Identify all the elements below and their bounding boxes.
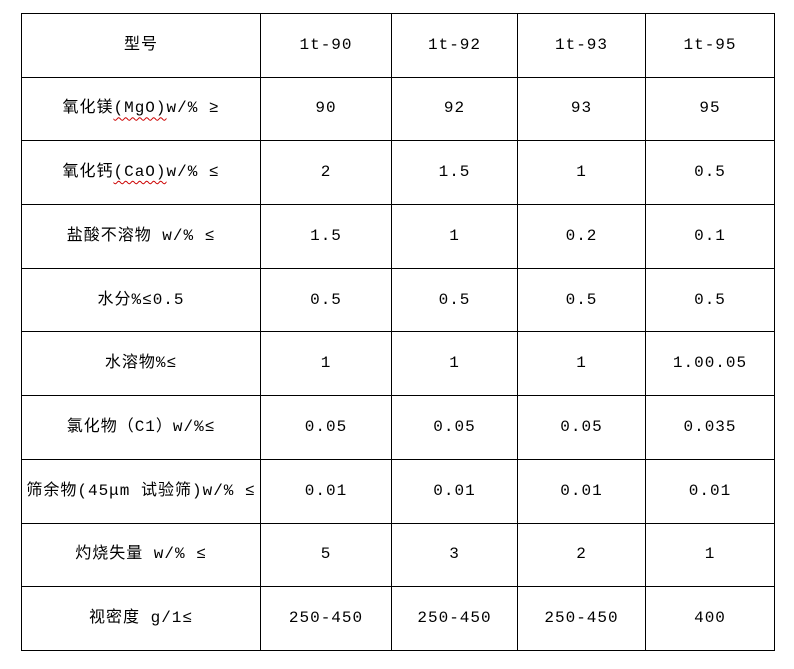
spellcheck-underline: (CaO) bbox=[113, 163, 167, 182]
value-cell: 1 bbox=[517, 331, 646, 397]
value-cell: 1 bbox=[517, 140, 646, 206]
row-label-cell: 视密度 g/1≤ bbox=[21, 586, 261, 651]
table-row-chloride: 氯化物（C1）w/%≤ 0.05 0.05 0.05 0.035 bbox=[21, 395, 775, 460]
value-cell: 0.01 bbox=[260, 458, 392, 524]
value-cell: 0.035 bbox=[645, 395, 775, 460]
value-cell: 0.5 bbox=[260, 267, 392, 333]
value-cell: 0.5 bbox=[391, 267, 518, 333]
value-cell: 1 bbox=[260, 331, 392, 397]
value-cell: 0.01 bbox=[645, 458, 775, 524]
value-cell: 0.2 bbox=[517, 204, 646, 269]
row-label-pre: 水分%≤0.5 bbox=[97, 290, 185, 309]
header-cell-1t90: 1t-90 bbox=[260, 13, 392, 78]
value-cell: 0.5 bbox=[645, 140, 775, 206]
table-row-ignition-loss: 灼烧失量 w/% ≤ 5 3 2 1 bbox=[21, 522, 775, 588]
table-row-hcl-insoluble: 盐酸不溶物 w/% ≤ 1.5 1 0.2 0.1 bbox=[21, 204, 775, 269]
row-label-cell: 氧化钙(CaO)w/% ≤ bbox=[21, 140, 261, 206]
row-label-cell: 盐酸不溶物 w/% ≤ bbox=[21, 204, 261, 269]
table-row-water-soluble: 水溶物%≤ 1 1 1 1.00.05 bbox=[21, 331, 775, 397]
value-cell: 1 bbox=[391, 204, 518, 269]
row-label-cell: 水溶物%≤ bbox=[21, 331, 261, 397]
value-cell: 90 bbox=[260, 76, 392, 142]
value-cell: 0.1 bbox=[645, 204, 775, 269]
row-label-post: w/% ≥ bbox=[166, 99, 220, 118]
spellcheck-underline: (MgO) bbox=[113, 99, 167, 118]
value-cell: 250-450 bbox=[260, 586, 392, 651]
row-label-pre: 灼烧失量 w/% ≤ bbox=[75, 545, 207, 564]
row-label-cell: 水分%≤0.5 bbox=[21, 267, 261, 333]
header-cell-1t95: 1t-95 bbox=[645, 13, 775, 78]
value-cell: 0.05 bbox=[391, 395, 518, 460]
value-cell: 1.5 bbox=[391, 140, 518, 206]
value-cell: 0.01 bbox=[391, 458, 518, 524]
value-cell: 1.00.05 bbox=[645, 331, 775, 397]
value-cell: 0.05 bbox=[517, 395, 646, 460]
row-label-pre: 氧化镁 bbox=[62, 99, 114, 118]
row-label-pre: 氯化物（C1）w/%≤ bbox=[66, 417, 216, 436]
header-cell-model: 型号 bbox=[21, 13, 261, 78]
value-cell: 400 bbox=[645, 586, 775, 651]
value-cell: 3 bbox=[391, 522, 518, 588]
value-cell: 92 bbox=[391, 76, 518, 142]
row-label-pre: 盐酸不溶物 w/% ≤ bbox=[66, 226, 216, 245]
row-label-cell: 筛余物(45μm 试验筛)w/% ≤ bbox=[21, 458, 261, 524]
value-cell: 2 bbox=[260, 140, 392, 206]
value-cell: 93 bbox=[517, 76, 646, 142]
value-cell: 0.5 bbox=[645, 267, 775, 333]
header-cell-1t93: 1t-93 bbox=[517, 13, 646, 78]
header-cell-1t92: 1t-92 bbox=[391, 13, 518, 78]
table-row-moisture: 水分%≤0.5 0.5 0.5 0.5 0.5 bbox=[21, 267, 775, 333]
value-cell: 2 bbox=[517, 522, 646, 588]
row-label-cell: 氧化镁(MgO)w/% ≥ bbox=[21, 76, 261, 142]
value-cell: 1 bbox=[391, 331, 518, 397]
value-cell: 1 bbox=[645, 522, 775, 588]
table-row-cao: 氧化钙(CaO)w/% ≤ 2 1.5 1 0.5 bbox=[21, 140, 775, 206]
row-label-cell: 氯化物（C1）w/%≤ bbox=[21, 395, 261, 460]
table-row-mgo: 氧化镁(MgO)w/% ≥ 90 92 93 95 bbox=[21, 76, 775, 142]
value-cell: 0.01 bbox=[517, 458, 646, 524]
row-label-post: w/% ≤ bbox=[166, 163, 220, 182]
value-cell: 250-450 bbox=[517, 586, 646, 651]
row-label-cell: 灼烧失量 w/% ≤ bbox=[21, 522, 261, 588]
value-cell: 250-450 bbox=[391, 586, 518, 651]
row-label-pre: 水溶物%≤ bbox=[104, 354, 178, 373]
table-row-apparent-density: 视密度 g/1≤ 250-450 250-450 250-450 400 bbox=[21, 586, 775, 651]
row-label-pre: 筛余物(45μm 试验筛)w/% ≤ bbox=[26, 481, 256, 500]
value-cell: 0.05 bbox=[260, 395, 392, 460]
table-row-sieve-residue: 筛余物(45μm 试验筛)w/% ≤ 0.01 0.01 0.01 0.01 bbox=[21, 458, 775, 524]
value-cell: 0.5 bbox=[517, 267, 646, 333]
row-label-pre: 视密度 g/1≤ bbox=[88, 609, 193, 627]
value-cell: 95 bbox=[645, 76, 775, 142]
row-label-pre: 氧化钙 bbox=[62, 163, 114, 182]
table-header-row: 型号 1t-90 1t-92 1t-93 1t-95 bbox=[21, 13, 775, 78]
value-cell: 1.5 bbox=[260, 204, 392, 269]
spec-table: 型号 1t-90 1t-92 1t-93 1t-95 氧化镁(MgO)w/% ≥… bbox=[21, 13, 775, 651]
value-cell: 5 bbox=[260, 522, 392, 588]
